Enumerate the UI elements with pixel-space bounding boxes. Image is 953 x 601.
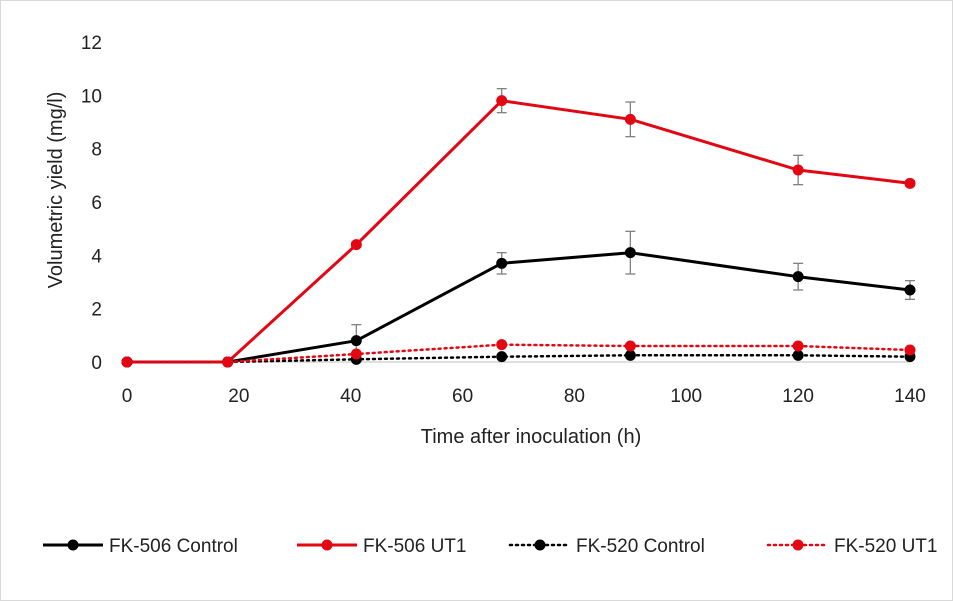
data-point <box>624 349 636 361</box>
data-point <box>496 257 508 269</box>
legend: FK-506 Control FK-506 UT1 FK-520 Control FK… <box>43 536 937 557</box>
y-tick-label: 0 <box>91 353 102 374</box>
legend-swatch-marker <box>534 539 546 551</box>
x-tick-label: 120 <box>782 386 814 407</box>
data-point <box>792 340 804 352</box>
axes: 0 20 40 60 80 100 120 140 0 2 4 6 8 10 12 <box>81 33 926 407</box>
legend-item: FK-520 UT1 <box>766 536 937 557</box>
data-point <box>496 351 508 363</box>
data-point <box>624 113 636 125</box>
data-points <box>121 95 916 368</box>
x-tick-label: 40 <box>340 386 361 407</box>
x-tick-label: 0 <box>122 386 133 407</box>
y-tick-label: 10 <box>81 86 102 107</box>
x-tick-label: 100 <box>670 386 702 407</box>
data-point <box>496 339 508 351</box>
y-tick-label: 12 <box>81 33 102 54</box>
data-point <box>792 349 804 361</box>
y-tick-label: 2 <box>91 300 102 321</box>
data-point <box>792 271 804 283</box>
data-point <box>904 177 916 189</box>
data-point <box>350 348 362 360</box>
y-tick-label: 4 <box>91 246 102 267</box>
data-point <box>904 344 916 356</box>
data-point <box>904 284 916 296</box>
legend-item: FK-520 Control <box>508 536 705 557</box>
x-tick-label: 80 <box>564 386 585 407</box>
data-point <box>222 356 234 368</box>
legend-label: FK-520 UT1 <box>834 536 937 557</box>
x-tick-label: 60 <box>452 386 473 407</box>
data-point <box>624 340 636 352</box>
legend-swatch-marker <box>792 539 804 551</box>
data-point <box>350 239 362 251</box>
data-point <box>350 335 362 347</box>
legend-label: FK-506 UT1 <box>363 536 466 557</box>
x-tick-label: 20 <box>228 386 249 407</box>
legend-swatch-marker <box>67 539 79 551</box>
data-point <box>121 356 133 368</box>
y-tick-label: 8 <box>91 140 102 161</box>
data-point <box>624 247 636 259</box>
x-tick-label: 140 <box>894 386 926 407</box>
y-tick-label: 6 <box>91 193 102 214</box>
data-point <box>496 95 508 107</box>
x-axis-title: Time after inoculation (h) <box>421 426 641 448</box>
data-point <box>792 164 804 176</box>
legend-item: FK-506 UT1 <box>297 536 466 557</box>
legend-label: FK-520 Control <box>576 536 705 557</box>
y-axis-title: Volumetric yield (mg/l) <box>45 92 67 289</box>
legend-swatch-marker <box>321 539 333 551</box>
legend-item: FK-506 Control <box>43 536 238 557</box>
legend-label: FK-506 Control <box>109 536 238 557</box>
